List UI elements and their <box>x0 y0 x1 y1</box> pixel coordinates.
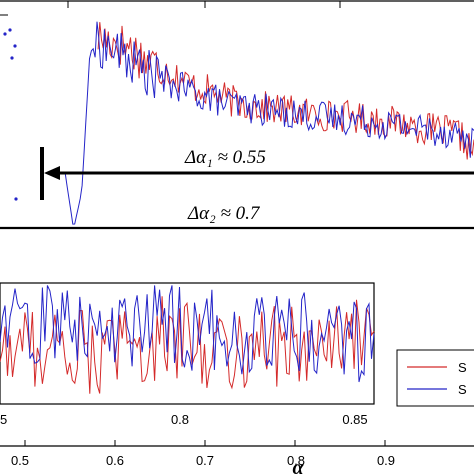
inset-tick-label: 0.8 <box>171 412 189 427</box>
scatter-dot <box>3 32 7 36</box>
main-series-blue-line <box>64 21 474 225</box>
scatter-dot <box>14 197 18 201</box>
main-panel: Δα₁ ≈ 0.55 Δα₂ ≈ 0.7 <box>0 0 474 230</box>
main-series-red-line <box>97 22 474 160</box>
blue-dots <box>3 28 18 201</box>
inset-series-red-line <box>0 296 375 394</box>
delta-alpha-2-label: Δα₂ ≈ 0.7 <box>187 203 261 224</box>
legend-label-blue: S <box>458 382 467 397</box>
bottom-tick-label: 0.6 <box>106 453 124 468</box>
inset-series-group <box>0 285 375 394</box>
inset-tick-label: 5 <box>0 412 7 427</box>
scatter-dot <box>10 56 14 60</box>
legend-box <box>396 349 474 407</box>
legend: S S <box>396 349 474 407</box>
inset-frame <box>0 282 375 405</box>
main-series-group <box>64 21 474 225</box>
inset-tick-label: 0.85 <box>342 412 367 427</box>
inset-series-blue-line <box>0 285 375 383</box>
bottom-tick-label: 0.9 <box>377 453 395 468</box>
bottom-tick-label: 0.8 <box>287 453 305 468</box>
scatter-dot <box>8 28 12 32</box>
delta-alpha-1-label: Δα₁ ≈ 0.55 <box>184 147 266 168</box>
bottom-tick-label: 0.7 <box>196 453 214 468</box>
scatter-dot <box>13 44 17 48</box>
x-axis-label: α <box>292 457 304 474</box>
bottom-tick-label: 0.5 <box>11 453 29 468</box>
inset-panel: 5 0.8 0.85 <box>0 282 375 427</box>
delta-alpha-1-arrowhead <box>44 166 60 180</box>
bottom-axis: 0.5 0.6 0.7 0.8 0.9 α <box>0 440 474 474</box>
legend-label-red: S <box>458 360 467 375</box>
